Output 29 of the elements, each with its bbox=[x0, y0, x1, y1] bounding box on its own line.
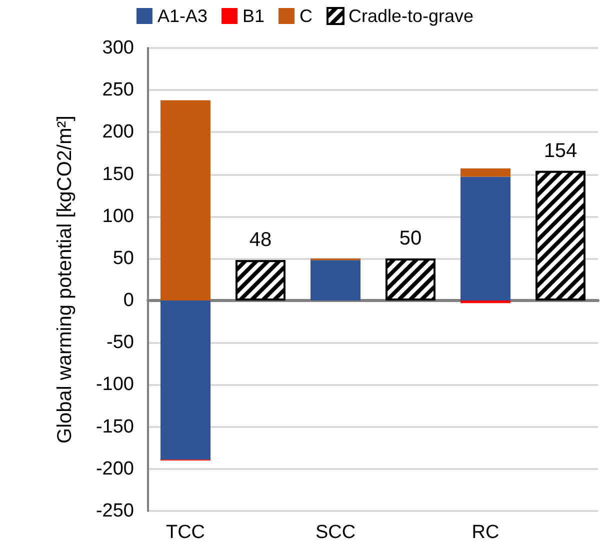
y-tick-label: 250 bbox=[102, 80, 134, 101]
legend-label: A1-A3 bbox=[157, 6, 208, 26]
legend-label: Cradle-to-grave bbox=[348, 6, 474, 26]
y-tick-label: 200 bbox=[102, 122, 134, 143]
y-tick-label: 300 bbox=[102, 38, 134, 58]
bar bbox=[460, 168, 510, 177]
x-tick-label: SCC bbox=[315, 522, 356, 543]
y-tick-label: 0 bbox=[123, 290, 134, 312]
legend-label: C bbox=[299, 6, 312, 26]
bar bbox=[310, 260, 360, 301]
bar bbox=[460, 300, 510, 304]
bar bbox=[160, 300, 210, 460]
y-tick-label: -150 bbox=[96, 416, 134, 438]
data-label: 48 bbox=[249, 229, 272, 252]
bar bbox=[460, 176, 510, 301]
data-label: 50 bbox=[399, 227, 422, 250]
bar bbox=[160, 100, 210, 301]
y-tick-label: 50 bbox=[112, 248, 134, 269]
data-label: 154 bbox=[544, 140, 578, 162]
y-tick-label: 150 bbox=[102, 164, 134, 185]
y-tick-label: -100 bbox=[96, 374, 134, 396]
y-tick-label: -250 bbox=[96, 500, 134, 522]
y-tick-label: 100 bbox=[102, 206, 134, 227]
y-axis-title: Global warming potential [kgCO2/m²] bbox=[54, 116, 76, 444]
y-tick-label: -50 bbox=[106, 332, 134, 354]
x-tick-label: RC bbox=[472, 522, 500, 543]
legend-label: B1 bbox=[242, 6, 265, 26]
x-tick-label: TCC bbox=[166, 522, 206, 543]
y-tick-label: -200 bbox=[96, 458, 134, 480]
